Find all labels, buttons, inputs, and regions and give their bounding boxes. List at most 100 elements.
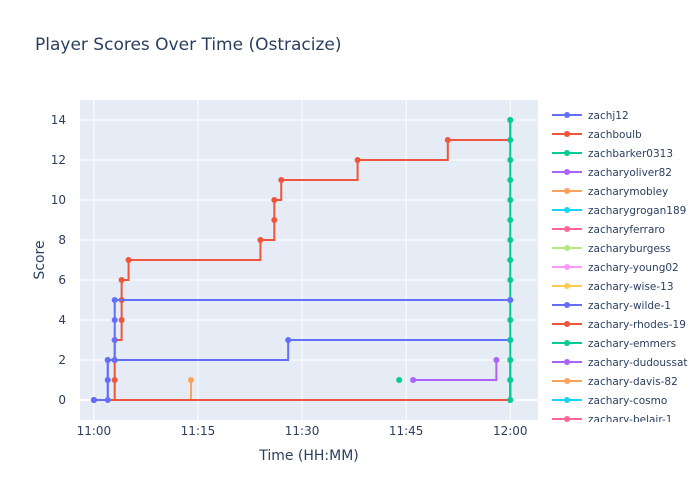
data-point[interactable] bbox=[507, 197, 514, 203]
legend-item-zachary-rhodes-19[interactable]: zachary-rhodes-19 bbox=[552, 319, 686, 331]
legend-item-zachj12[interactable]: zachj12 bbox=[552, 110, 629, 122]
data-point[interactable] bbox=[111, 317, 118, 323]
legend-item-zacharygrogan189[interactable]: zacharygrogan189 bbox=[552, 205, 686, 217]
legend-label: zacharyoliver82 bbox=[588, 167, 672, 179]
legend-item-zachary-dudoussat[interactable]: zachary-dudoussat bbox=[552, 357, 688, 369]
legend-swatch-marker bbox=[564, 340, 570, 346]
legend-item-zachbarker0313[interactable]: zachbarker0313 bbox=[552, 148, 673, 160]
legend-label: zachary-dudoussat bbox=[588, 357, 688, 369]
series-line bbox=[413, 360, 498, 381]
x-tick-label: 11:15 bbox=[181, 424, 216, 438]
legend-item-zachary-belair-1[interactable]: zachary-belair-1 bbox=[552, 414, 672, 426]
data-point[interactable] bbox=[90, 397, 97, 403]
data-point[interactable] bbox=[111, 377, 118, 383]
data-point[interactable] bbox=[507, 257, 514, 263]
legend-label: zacharyburgess bbox=[588, 243, 671, 255]
data-point[interactable] bbox=[507, 177, 514, 183]
data-point[interactable] bbox=[271, 217, 278, 223]
legend-label: zachary-wilde-1 bbox=[588, 300, 671, 312]
data-point[interactable] bbox=[507, 317, 514, 323]
legend-item-zacharymobley[interactable]: zacharymobley bbox=[552, 186, 668, 198]
legend-swatch-marker bbox=[564, 359, 570, 365]
data-point[interactable] bbox=[118, 277, 125, 283]
legend-swatch-marker bbox=[564, 416, 570, 422]
data-point[interactable] bbox=[507, 157, 514, 163]
legend-label: zachboulb bbox=[588, 129, 642, 141]
legend-item-zacharyoliver82[interactable]: zacharyoliver82 bbox=[552, 167, 672, 179]
legend-swatch-marker bbox=[564, 302, 570, 308]
legend-label: zacharymobley bbox=[588, 186, 668, 198]
legend-item-zachary-wilde-1[interactable]: zachary-wilde-1 bbox=[552, 300, 671, 312]
data-point[interactable] bbox=[507, 397, 514, 403]
legend-swatch-marker bbox=[564, 245, 570, 251]
legend-label: zachary-rhodes-19 bbox=[588, 319, 686, 331]
legend-item-zachary-cosmo[interactable]: zachary-cosmo bbox=[552, 395, 667, 407]
legend-item-zachary-young02[interactable]: zachary-young02 bbox=[552, 262, 679, 274]
legend-label: zachary-belair-1 bbox=[588, 414, 672, 426]
series-zacharyoliver82 bbox=[410, 357, 500, 383]
chart-title: Player Scores Over Time (Ostracize) bbox=[35, 35, 342, 55]
data-point[interactable] bbox=[125, 257, 132, 263]
legend-item-zachary-emmers[interactable]: zachary-emmers bbox=[552, 338, 676, 350]
data-point[interactable] bbox=[188, 377, 195, 383]
legend-label: zachary-young02 bbox=[588, 262, 679, 274]
data-point[interactable] bbox=[111, 337, 118, 343]
legend-item-zacharyferraro[interactable]: zacharyferraro bbox=[552, 224, 665, 236]
x-tick-label: 11:45 bbox=[389, 424, 424, 438]
data-point[interactable] bbox=[278, 177, 285, 183]
data-point[interactable] bbox=[111, 297, 118, 303]
legend-item-zacharyburgess[interactable]: zacharyburgess bbox=[552, 243, 671, 255]
data-point[interactable] bbox=[507, 217, 514, 223]
legend-label: zachbarker0313 bbox=[588, 148, 673, 160]
data-point[interactable] bbox=[493, 357, 500, 363]
x-axis-title: Time (HH:MM) bbox=[258, 448, 359, 464]
data-point[interactable] bbox=[354, 157, 361, 163]
legend-swatch-marker bbox=[564, 207, 570, 213]
legend-label: zachary-davis-82 bbox=[588, 376, 678, 388]
data-point[interactable] bbox=[507, 297, 514, 303]
legend-label: zachj12 bbox=[588, 110, 629, 122]
series-zachary-emmers bbox=[507, 117, 514, 403]
data-point[interactable] bbox=[507, 357, 514, 363]
legend-item-zachary-davis-82[interactable]: zachary-davis-82 bbox=[552, 376, 678, 388]
x-tick-label: 12:00 bbox=[493, 424, 528, 438]
legend-swatch-marker bbox=[564, 169, 570, 175]
data-point[interactable] bbox=[104, 357, 111, 363]
data-point[interactable] bbox=[104, 397, 111, 403]
ticks: 0 2 4 6 8 10 12 14 11:00 11:15 11:30 11:45 12:00 bbox=[51, 113, 528, 438]
data-point[interactable] bbox=[507, 237, 514, 243]
data-point[interactable] bbox=[410, 377, 417, 383]
y-tick-label: 4 bbox=[58, 313, 66, 327]
legend-swatch-marker bbox=[564, 188, 570, 194]
legend-swatch-marker bbox=[564, 283, 570, 289]
legend[interactable]: zachj12 zachboulb zachbarker0313 zacharyoli… bbox=[552, 110, 688, 426]
legend-item-zachary-wise-13[interactable]: zachary-wise-13 bbox=[552, 281, 674, 293]
data-point[interactable] bbox=[507, 277, 514, 283]
data-point[interactable] bbox=[118, 317, 125, 323]
data-point[interactable] bbox=[444, 137, 451, 143]
data-point[interactable] bbox=[257, 237, 264, 243]
x-tick-label: 11:30 bbox=[285, 424, 320, 438]
y-tick-label: 14 bbox=[51, 113, 66, 127]
series-line bbox=[93, 299, 511, 401]
data-point[interactable] bbox=[507, 137, 514, 143]
legend-swatch-marker bbox=[564, 378, 570, 384]
legend-swatch-marker bbox=[564, 226, 570, 232]
data-point[interactable] bbox=[111, 357, 118, 363]
y-tick-label: 8 bbox=[58, 233, 66, 247]
legend-item-zachboulb[interactable]: zachboulb bbox=[552, 129, 642, 141]
legend-swatch-marker bbox=[564, 131, 570, 137]
data-point[interactable] bbox=[396, 377, 403, 383]
legend-swatch-marker bbox=[564, 112, 570, 118]
y-tick-label: 2 bbox=[58, 353, 66, 367]
data-point[interactable] bbox=[285, 337, 292, 343]
data-point[interactable] bbox=[271, 197, 278, 203]
legend-label: zachary-wise-13 bbox=[588, 281, 674, 293]
data-point[interactable] bbox=[507, 117, 514, 123]
data-point[interactable] bbox=[507, 377, 514, 383]
y-tick-label: 0 bbox=[58, 393, 66, 407]
data-point[interactable] bbox=[507, 337, 514, 343]
legend-label: zacharygrogan189 bbox=[588, 205, 686, 217]
y-tick-label: 12 bbox=[51, 153, 66, 167]
